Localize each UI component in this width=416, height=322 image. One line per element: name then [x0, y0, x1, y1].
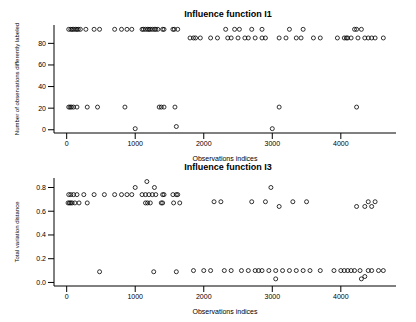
svg-text:0: 0 — [65, 140, 69, 147]
svg-text:0: 0 — [65, 293, 69, 300]
svg-text:0.6: 0.6 — [36, 208, 46, 215]
svg-text:0.8: 0.8 — [36, 184, 46, 191]
svg-text:4000: 4000 — [333, 140, 349, 147]
svg-text:Observations indices: Observations indices — [193, 155, 258, 161]
svg-text:Total variation distance: Total variation distance — [14, 201, 20, 263]
svg-text:40: 40 — [38, 83, 46, 90]
svg-text:4000: 4000 — [333, 293, 349, 300]
svg-text:2000: 2000 — [196, 140, 212, 147]
svg-text:1000: 1000 — [127, 293, 143, 300]
html-text:Influence function I3: Influence function I3 — [184, 162, 272, 172]
html-text:Influence function I1: Influence function I1 — [184, 9, 272, 19]
svg-text:3000: 3000 — [265, 293, 281, 300]
svg-text:60: 60 — [38, 61, 46, 68]
svg-text:0.4: 0.4 — [36, 231, 46, 238]
svg-text:3000: 3000 — [265, 140, 281, 147]
svg-text:0.0: 0.0 — [36, 279, 46, 286]
svg-text:1000: 1000 — [127, 140, 143, 147]
svg-text:20: 20 — [38, 105, 46, 112]
svg-text:Number of observations differe: Number of observations differently label… — [14, 23, 20, 135]
svg-text:Observations indices: Observations indices — [193, 308, 258, 314]
svg-text:0.2: 0.2 — [36, 255, 46, 262]
svg-text:80: 80 — [38, 40, 46, 47]
svg-text:2000: 2000 — [196, 293, 212, 300]
svg-text:0: 0 — [42, 126, 46, 133]
